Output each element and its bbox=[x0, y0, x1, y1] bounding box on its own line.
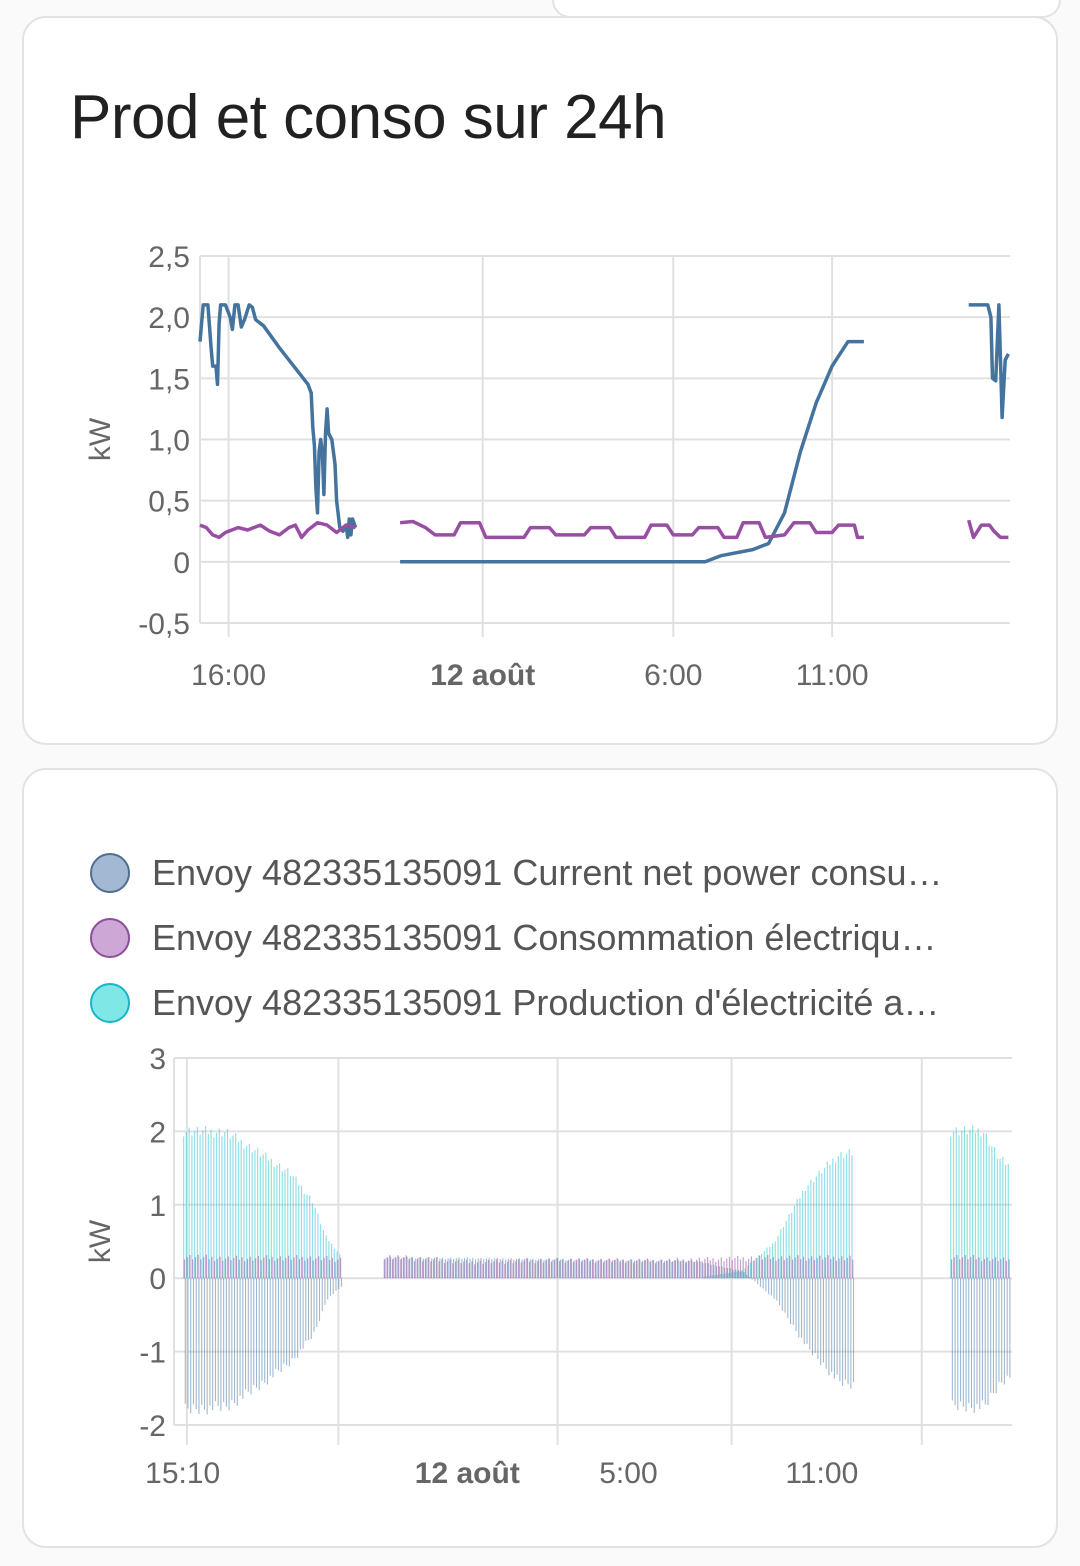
chart-legend: Envoy 482335135091 Current net power con… bbox=[90, 840, 978, 1035]
x-tick-label: 15:10 bbox=[145, 1457, 220, 1490]
card-title: Prod et conso sur 24h bbox=[70, 83, 667, 152]
series-line-production bbox=[968, 303, 1010, 420]
legend-dot-consumption bbox=[90, 917, 130, 958]
y-tick-label: -0,5 bbox=[138, 608, 190, 641]
legend-item-net-power[interactable]: Envoy 482335135091 Current net power con… bbox=[90, 840, 978, 905]
y-tick-label: 2,0 bbox=[148, 302, 190, 335]
line-chart[interactable]: 2,5 2,0 1,5 1,0 0,5 0 -0,516:00 12 août 6:00 11:0… bbox=[24, 18, 1060, 747]
y-axis-label: kW bbox=[84, 417, 117, 461]
series-line-production bbox=[400, 339, 864, 564]
series-line-consumption bbox=[399, 519, 864, 540]
legend-item-production[interactable]: Envoy 482335135091 Production d'électric… bbox=[90, 970, 978, 1035]
legend-dot-production bbox=[90, 982, 130, 1023]
y-tick-label: -2 bbox=[139, 1410, 166, 1443]
x-tick-label: 6:00 bbox=[644, 659, 702, 692]
x-tick-label: 11:00 bbox=[785, 1457, 858, 1490]
y-tick-label: 2 bbox=[149, 1116, 166, 1149]
y-tick-label: 1,5 bbox=[148, 363, 190, 396]
y-tick-label: 1 bbox=[149, 1190, 166, 1223]
series-line-consumption bbox=[199, 520, 357, 540]
history-card-24h: Prod et conso sur 24h 2,5 2,0 1,5 1,0 0,5 0 -0… bbox=[22, 16, 1058, 745]
legend-item-consumption[interactable]: Envoy 482335135091 Consommation électriq… bbox=[90, 905, 978, 970]
bars-group bbox=[183, 1125, 1011, 1415]
statistics-card: Envoy 482335135091 Current net power con… bbox=[22, 768, 1058, 1548]
x-tick-label: 16:00 bbox=[191, 659, 266, 692]
series-line-consumption bbox=[967, 519, 1009, 540]
x-tick-label: 12 août bbox=[415, 1457, 520, 1490]
bar-chart[interactable]: 3 2 1 0 -1 -2 15:10 12 août 5:00 11:00 kW bbox=[24, 770, 1060, 1550]
y-axis-label: kW bbox=[84, 1219, 117, 1263]
y-tick-label: 0,5 bbox=[148, 486, 190, 519]
x-tick-label: 5:00 bbox=[599, 1457, 657, 1490]
y-tick-label: 3 bbox=[149, 1043, 166, 1076]
x-tick-label: 11:00 bbox=[796, 659, 869, 692]
y-tick-label: 1,0 bbox=[148, 425, 190, 458]
legend-dot-net-power bbox=[90, 852, 130, 893]
y-tick-label: -1 bbox=[139, 1337, 166, 1370]
y-tick-label: 0 bbox=[173, 547, 190, 580]
x-tick-label: 12 août bbox=[430, 659, 535, 692]
y-tick-label: 0 bbox=[149, 1263, 166, 1296]
previous-card-edge-left bbox=[0, 0, 552, 16]
y-tick-label: 2,5 bbox=[148, 241, 190, 274]
series-line-production bbox=[198, 303, 358, 540]
